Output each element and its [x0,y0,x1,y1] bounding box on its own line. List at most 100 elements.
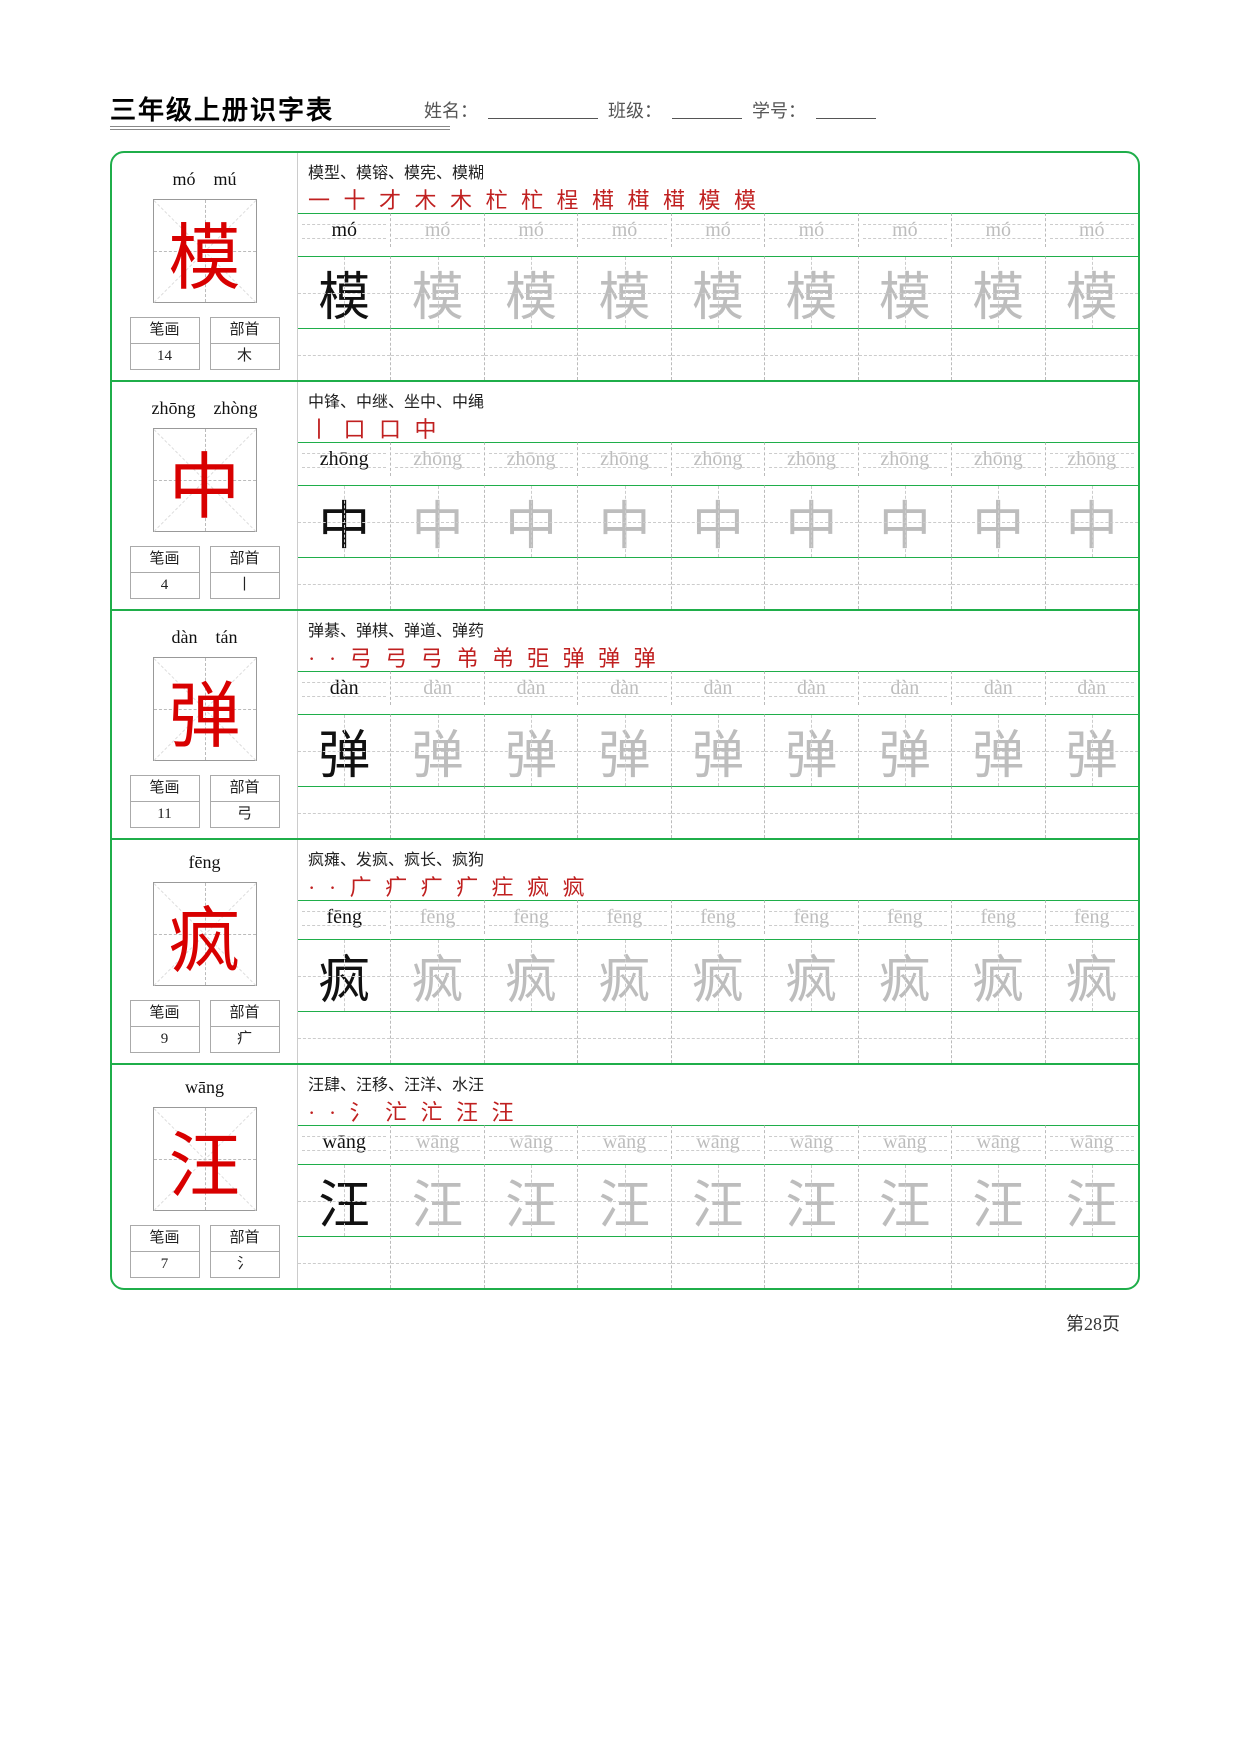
blank-cell[interactable] [952,328,1045,380]
practice-cell[interactable]: 弹 [672,714,765,786]
blank-cell[interactable] [765,786,858,838]
practice-cell[interactable]: 疯 [859,939,952,1011]
blank-cell[interactable] [859,557,952,609]
blank-cell[interactable] [952,786,1045,838]
pinyin-cell[interactable]: fēng [672,900,765,934]
practice-cell[interactable]: 中 [952,485,1045,557]
blank-cell[interactable] [672,328,765,380]
practice-cell[interactable]: 中 [672,485,765,557]
pinyin-cell[interactable]: mó [859,213,952,247]
practice-cell[interactable]: 汪 [765,1164,858,1236]
practice-cell[interactable]: 疯 [952,939,1045,1011]
blank-cell[interactable] [485,328,578,380]
blank-cell[interactable] [765,1236,858,1288]
pinyin-cell[interactable]: mó [672,213,765,247]
pinyin-cell[interactable]: fēng [485,900,578,934]
blank-cell[interactable] [485,1011,578,1063]
pinyin-cell[interactable]: wāng [952,1125,1045,1159]
practice-cell[interactable]: 中 [859,485,952,557]
pinyin-cell[interactable]: wāng [391,1125,484,1159]
pinyin-cell[interactable]: dàn [298,671,391,705]
blank-cell[interactable] [578,328,671,380]
blank-cell[interactable] [485,1236,578,1288]
pinyin-cell[interactable]: wāng [1046,1125,1138,1159]
practice-cell[interactable]: 模 [298,256,391,328]
practice-cell[interactable]: 汪 [578,1164,671,1236]
pinyin-cell[interactable]: mó [1046,213,1138,247]
pinyin-cell[interactable]: fēng [1046,900,1138,934]
blank-cell[interactable] [1046,328,1138,380]
blank-cell[interactable] [859,786,952,838]
blank-cell[interactable] [391,557,484,609]
blank-cell[interactable] [578,1011,671,1063]
id-blank[interactable] [816,97,876,119]
name-blank[interactable] [488,97,598,119]
practice-cell[interactable]: 模 [391,256,484,328]
blank-cell[interactable] [1046,1236,1138,1288]
blank-cell[interactable] [578,786,671,838]
pinyin-cell[interactable]: dàn [859,671,952,705]
practice-cell[interactable]: 疯 [485,939,578,1011]
practice-cell[interactable]: 中 [765,485,858,557]
blank-cell[interactable] [672,557,765,609]
pinyin-cell[interactable]: wāng [298,1125,391,1159]
blank-cell[interactable] [765,557,858,609]
practice-cell[interactable]: 疯 [298,939,391,1011]
practice-cell[interactable]: 模 [1046,256,1138,328]
pinyin-cell[interactable]: fēng [952,900,1045,934]
blank-cell[interactable] [298,786,391,838]
blank-cell[interactable] [391,328,484,380]
practice-cell[interactable]: 模 [952,256,1045,328]
pinyin-cell[interactable]: zhōng [578,442,671,476]
practice-cell[interactable]: 模 [859,256,952,328]
pinyin-cell[interactable]: wāng [672,1125,765,1159]
blank-cell[interactable] [298,557,391,609]
practice-cell[interactable]: 弹 [578,714,671,786]
blank-cell[interactable] [578,557,671,609]
blank-cell[interactable] [298,328,391,380]
practice-cell[interactable]: 中 [391,485,484,557]
pinyin-cell[interactable]: dàn [391,671,484,705]
practice-cell[interactable]: 汪 [952,1164,1045,1236]
pinyin-cell[interactable]: mó [765,213,858,247]
blank-cell[interactable] [578,1236,671,1288]
pinyin-cell[interactable]: dàn [1046,671,1138,705]
blank-cell[interactable] [298,1011,391,1063]
pinyin-cell[interactable]: mó [578,213,671,247]
pinyin-cell[interactable]: zhōng [298,442,391,476]
practice-cell[interactable]: 弹 [765,714,858,786]
blank-cell[interactable] [952,557,1045,609]
pinyin-cell[interactable]: wāng [859,1125,952,1159]
blank-cell[interactable] [859,1011,952,1063]
pinyin-cell[interactable]: fēng [859,900,952,934]
practice-cell[interactable]: 弹 [1046,714,1138,786]
pinyin-cell[interactable]: zhōng [485,442,578,476]
practice-cell[interactable]: 弹 [859,714,952,786]
practice-cell[interactable]: 汪 [1046,1164,1138,1236]
practice-cell[interactable]: 疯 [672,939,765,1011]
practice-cell[interactable]: 汪 [485,1164,578,1236]
practice-cell[interactable]: 疯 [578,939,671,1011]
pinyin-cell[interactable]: dàn [485,671,578,705]
pinyin-cell[interactable]: wāng [485,1125,578,1159]
pinyin-cell[interactable]: wāng [765,1125,858,1159]
practice-cell[interactable]: 中 [298,485,391,557]
blank-cell[interactable] [765,328,858,380]
practice-cell[interactable]: 弹 [298,714,391,786]
pinyin-cell[interactable]: zhōng [672,442,765,476]
pinyin-cell[interactable]: mó [952,213,1045,247]
blank-cell[interactable] [672,1236,765,1288]
practice-cell[interactable]: 中 [1046,485,1138,557]
blank-cell[interactable] [952,1011,1045,1063]
blank-cell[interactable] [485,557,578,609]
blank-cell[interactable] [672,786,765,838]
blank-cell[interactable] [1046,557,1138,609]
pinyin-cell[interactable]: zhōng [859,442,952,476]
practice-cell[interactable]: 疯 [391,939,484,1011]
practice-cell[interactable]: 模 [765,256,858,328]
practice-cell[interactable]: 汪 [859,1164,952,1236]
practice-cell[interactable]: 模 [672,256,765,328]
practice-cell[interactable]: 模 [485,256,578,328]
pinyin-cell[interactable]: mó [485,213,578,247]
practice-cell[interactable]: 疯 [765,939,858,1011]
